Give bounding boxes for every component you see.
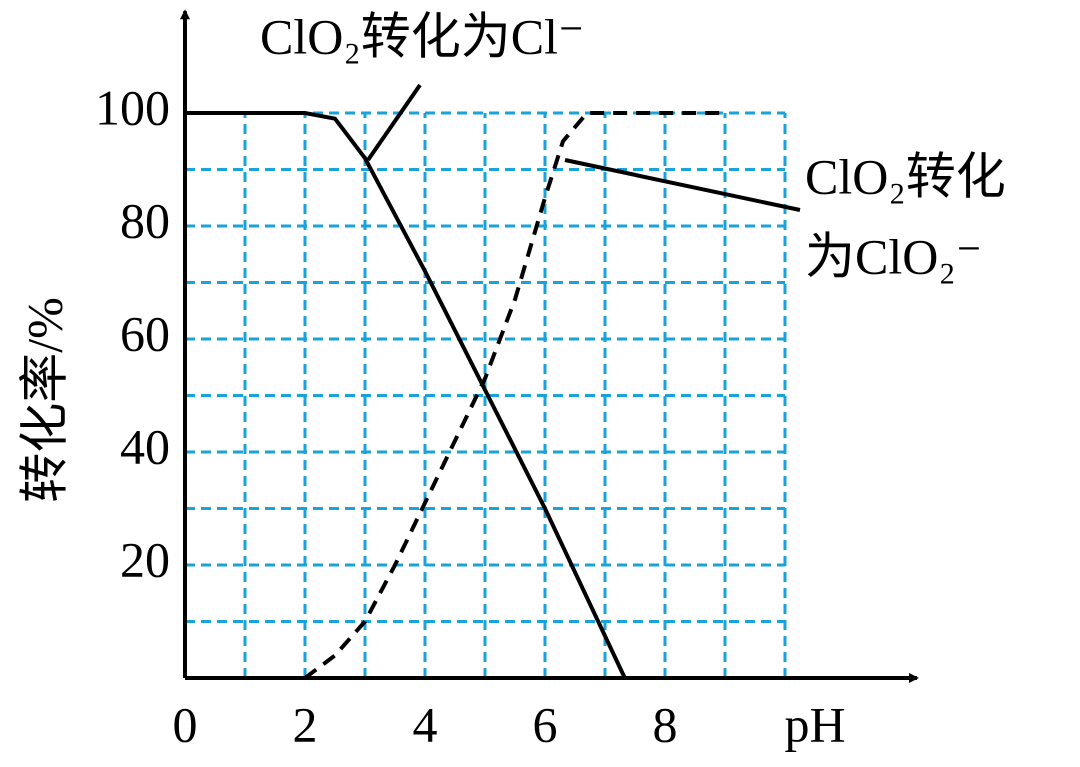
x-tick-label: 0: [173, 696, 198, 752]
x-axis-label: pH: [784, 696, 845, 752]
leader-line: [366, 83, 422, 162]
y-tick-label: 40: [120, 418, 170, 474]
annotation: ClO₂转化为Cl⁻: [260, 8, 584, 64]
x-tick-label: 4: [413, 696, 438, 752]
annotation: ClO₂转化: [805, 148, 1006, 204]
y-tick-label: 20: [120, 531, 170, 587]
y-tick-label: 60: [120, 305, 170, 361]
leader-line: [564, 158, 801, 212]
annotation: 为ClO₂⁻: [805, 228, 982, 284]
data-line: [303, 111, 725, 680]
y-tick-label: 80: [120, 192, 170, 248]
y-axis-label: 转化率/%: [16, 297, 72, 503]
x-tick-label: 6: [533, 696, 558, 752]
y-tick-label: 100: [95, 79, 170, 135]
x-tick-label: 8: [653, 696, 678, 752]
x-tick-label: 2: [293, 696, 318, 752]
data-line: [185, 111, 627, 679]
